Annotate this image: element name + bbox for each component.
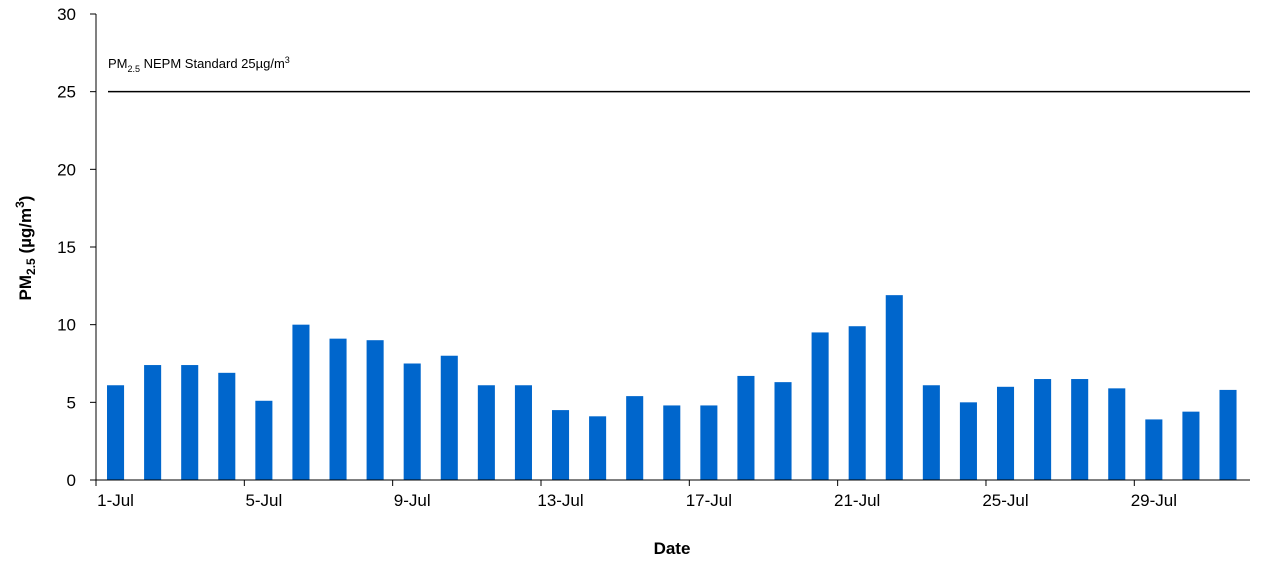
bar-19-Jul bbox=[774, 382, 792, 480]
bar-11-Jul bbox=[477, 385, 495, 480]
bar-24-Jul bbox=[959, 402, 977, 480]
bar-23-Jul bbox=[922, 385, 940, 480]
bar-31-Jul bbox=[1219, 389, 1237, 480]
x-tick-label: 1-Jul bbox=[97, 491, 134, 510]
y-tick-labels: 0 5 10 15 20 25 30 bbox=[57, 5, 76, 490]
y-tick-label: 10 bbox=[57, 316, 76, 335]
bar-9-Jul bbox=[403, 363, 421, 480]
bar-29-Jul bbox=[1145, 419, 1163, 480]
y-axis-title: PM2.5 (µg/m3) bbox=[13, 196, 38, 301]
bar-8-Jul bbox=[366, 340, 384, 480]
x-tick-label: 17-Jul bbox=[686, 491, 732, 510]
x-tick-labels: 1-Jul 5-Jul 9-Jul 13-Jul 17-Jul 21-Jul 25-Jul 2… bbox=[97, 491, 1177, 510]
bar-15-Jul bbox=[626, 396, 644, 480]
y-tick-label: 25 bbox=[57, 83, 76, 102]
axes-group bbox=[90, 13, 1250, 486]
y-tick-label: 0 bbox=[67, 471, 76, 490]
x-tick-label: 21-Jul bbox=[834, 491, 880, 510]
y-tick-label: 20 bbox=[57, 160, 76, 179]
bar-16-Jul bbox=[663, 405, 681, 480]
y-tick-label: 30 bbox=[57, 5, 76, 24]
bar-20-Jul bbox=[811, 332, 829, 480]
bar-7-Jul bbox=[329, 338, 347, 480]
y-tick-label: 15 bbox=[57, 238, 76, 257]
bar-2-Jul bbox=[144, 365, 162, 480]
x-tick-label: 5-Jul bbox=[245, 491, 282, 510]
x-tick-label: 9-Jul bbox=[394, 491, 431, 510]
bar-25-Jul bbox=[996, 386, 1015, 480]
bar-28-Jul bbox=[1108, 388, 1126, 480]
bar-1-Jul bbox=[107, 385, 125, 480]
bar-3-Jul bbox=[181, 365, 199, 480]
bar-18-Jul bbox=[737, 375, 755, 480]
y-tick-label: 5 bbox=[67, 393, 76, 412]
bar-14-Jul bbox=[589, 416, 607, 480]
bar-27-Jul bbox=[1071, 379, 1089, 480]
x-tick-label: 29-Jul bbox=[1131, 491, 1177, 510]
bar-4-Jul bbox=[218, 372, 236, 480]
bar-12-Jul bbox=[514, 385, 532, 480]
reference-line-label: PM2.5 NEPM Standard 25µg/m3 bbox=[108, 55, 290, 74]
bar-13-Jul bbox=[552, 410, 570, 480]
x-tick-label: 13-Jul bbox=[537, 491, 583, 510]
bars-group bbox=[107, 295, 1237, 480]
bar-6-Jul bbox=[292, 324, 310, 480]
x-axis-title: Date bbox=[654, 539, 691, 558]
bar-10-Jul bbox=[440, 355, 458, 480]
x-tick-label: 25-Jul bbox=[982, 491, 1028, 510]
bar-21-Jul bbox=[848, 326, 866, 480]
bar-5-Jul bbox=[255, 400, 273, 480]
bar-22-Jul bbox=[885, 295, 903, 480]
bar-30-Jul bbox=[1182, 411, 1200, 480]
bar-17-Jul bbox=[700, 405, 718, 480]
bar-26-Jul bbox=[1034, 379, 1052, 480]
